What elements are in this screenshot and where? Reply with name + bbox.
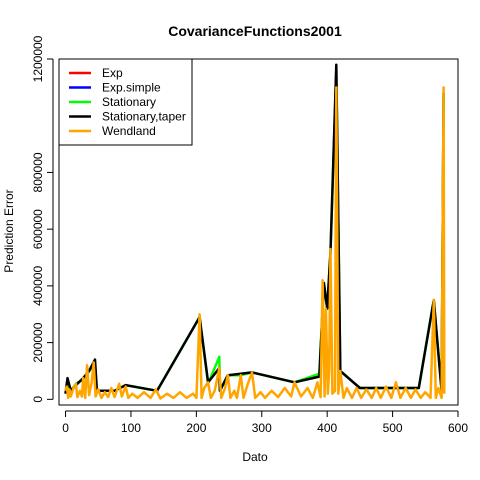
legend-label: Stationary — [102, 95, 156, 109]
series-line-wendland — [64, 86, 446, 400]
y-tick-label: 200000 — [31, 322, 45, 362]
y-tick-label: 1200000 — [31, 35, 45, 82]
x-tick-label: 0 — [62, 421, 69, 435]
legend-label: Wendland — [102, 124, 156, 138]
y-axis-label: Prediction Error — [2, 189, 16, 272]
legend-label: Exp.simple — [102, 81, 161, 95]
x-axis-label: Dato — [242, 450, 268, 464]
y-tick-label: 0 — [31, 396, 45, 403]
x-tick-label: 400 — [317, 421, 337, 435]
x-tick-label: 300 — [252, 421, 272, 435]
y-tick-label: 800000 — [31, 152, 45, 192]
x-tick-label: 600 — [448, 421, 468, 435]
plot-frame — [58, 58, 459, 406]
x-tick-label: 100 — [121, 421, 141, 435]
plot-area: 0 100 200 300 400 500 600 0 200000 400000 600000 80… — [31, 35, 468, 435]
y-tick-label: 600000 — [31, 209, 45, 249]
legend-label: Stationary,taper — [102, 110, 186, 124]
x-tick-label: 200 — [186, 421, 206, 435]
legend-label: Exp — [102, 66, 123, 80]
y-tick-label: 400000 — [31, 266, 45, 306]
x-tick-label: 500 — [383, 421, 403, 435]
chart-title: CovarianceFunctions2001 — [168, 23, 342, 39]
